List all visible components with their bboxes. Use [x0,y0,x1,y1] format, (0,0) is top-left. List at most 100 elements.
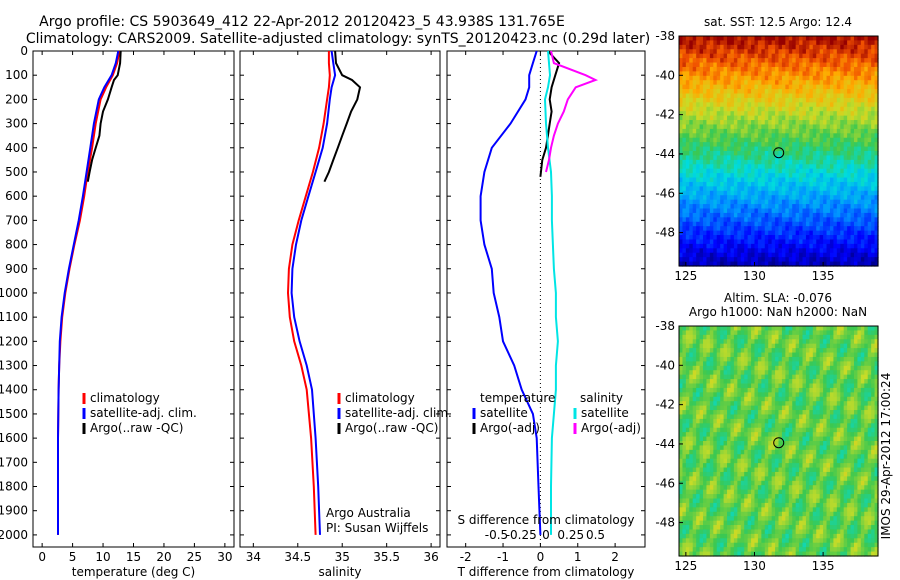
sst_map-cell [816,128,821,134]
sla_map-cell [689,449,694,455]
sla_map-cell [757,396,762,402]
sla_map-cell [692,326,697,332]
sst_map-cell [692,261,697,267]
sst_map-cell [788,230,793,236]
sla_map-cell [754,387,759,393]
sst_map-cell [737,177,742,183]
sla_map-cell [703,423,708,429]
sst_map-cell [792,248,797,254]
sst_map-cell [826,230,831,236]
sst_map-cell [761,177,766,183]
sst_map-cell [716,217,721,223]
sst_map-cell [733,84,738,90]
sst_map-cell [781,133,786,139]
sst_map-cell [689,97,694,103]
sla_map-cell [812,449,817,455]
sla_map-cell [764,330,769,336]
sst_map-cell [699,102,704,108]
sst_map-cell [860,151,865,157]
sst_map-cell [740,40,745,46]
sla_map-cell [836,410,841,416]
sst_map-cell [871,133,876,139]
sst_map-cell [679,159,684,165]
sst_map-cell [706,159,711,165]
sla_map-cell [744,410,749,416]
sla_map-cell [874,441,879,447]
sst_map-cell [692,173,697,179]
sst_map-cell [857,248,862,254]
sst_map-cell [809,133,814,139]
sla_map-cell [740,396,745,402]
sla_map-cell [809,370,814,376]
depth-tick-label: 1700 [0,455,28,469]
sst_map-cell [860,124,865,130]
sst_map-cell [740,208,745,214]
sla_map-cell [816,427,821,433]
sst_map-cell [716,212,721,218]
sst_map-cell [853,208,859,214]
sst_map-cell [795,177,800,183]
sst_map-cell [740,155,745,161]
sla_map-cell [709,432,714,438]
sst_map-cell [754,128,759,134]
sla_map-cell [727,330,732,336]
sst_map-cell [706,195,711,201]
sla_map-cell [730,414,735,420]
sst_map-cell [682,44,687,50]
sla_map-cell [771,326,776,332]
sla_map-cell [840,361,845,367]
depth-tick-label: 1500 [0,407,28,421]
sla_map-cell [826,427,831,433]
sst_map-cell [692,230,697,236]
sst_map-cell [679,221,684,227]
sst_map-cell [795,44,800,50]
sst_map-cell [764,155,769,161]
temperature-xtick-label: 5 [69,550,77,564]
sla_map-cell [737,405,742,411]
sla_map-cell [764,343,769,349]
sla_map-cell [679,343,684,349]
sst_map-cell [696,36,701,42]
sst_map-cell [843,235,848,241]
sst_map-cell [723,217,728,223]
sla_map-cell [685,405,690,411]
sla_map-cell [703,396,708,402]
sst_map-cell [812,62,817,68]
sst_map-cell [737,80,742,86]
sla_map-cell [733,414,738,420]
sla_map-cell [692,454,697,460]
sst_map-cell [689,243,694,249]
sst_map-cell [843,239,848,245]
sst_map-cell [850,252,855,258]
sst_map-cell [853,111,859,117]
sst_map-cell [871,252,876,258]
sst_map-cell [775,190,780,196]
sla_map-cell [809,356,814,362]
sla_map-cell [812,418,817,424]
sla_map-cell [737,454,742,460]
sst_map-cell [737,239,742,245]
sla_map-cell [871,379,876,385]
sla_map-cell [802,370,807,376]
sst_map-cell [795,186,800,192]
sla_map-cell [761,436,766,442]
sla_map-cell [829,334,834,340]
sla_map-cell [685,401,690,407]
sla_map-cell [754,348,759,354]
sst_map-cell [751,186,756,192]
sst_map-cell [778,84,783,90]
sla_map-cell [713,427,718,433]
sst_map-cell [819,168,824,174]
sla_map-cell [799,339,804,345]
sla_map-cell [720,423,725,429]
sla_map-cell [679,392,684,398]
sst_map-cell [823,186,828,192]
sla_map-cell [781,427,786,433]
sst_map-cell [812,186,817,192]
sst_map-cell [757,137,762,143]
sla_map-cell [816,405,821,411]
sst_map-cell [792,159,797,165]
sst_map-cell [799,146,804,152]
sst_map-cell [781,195,786,201]
sla_map-cell [867,427,872,433]
